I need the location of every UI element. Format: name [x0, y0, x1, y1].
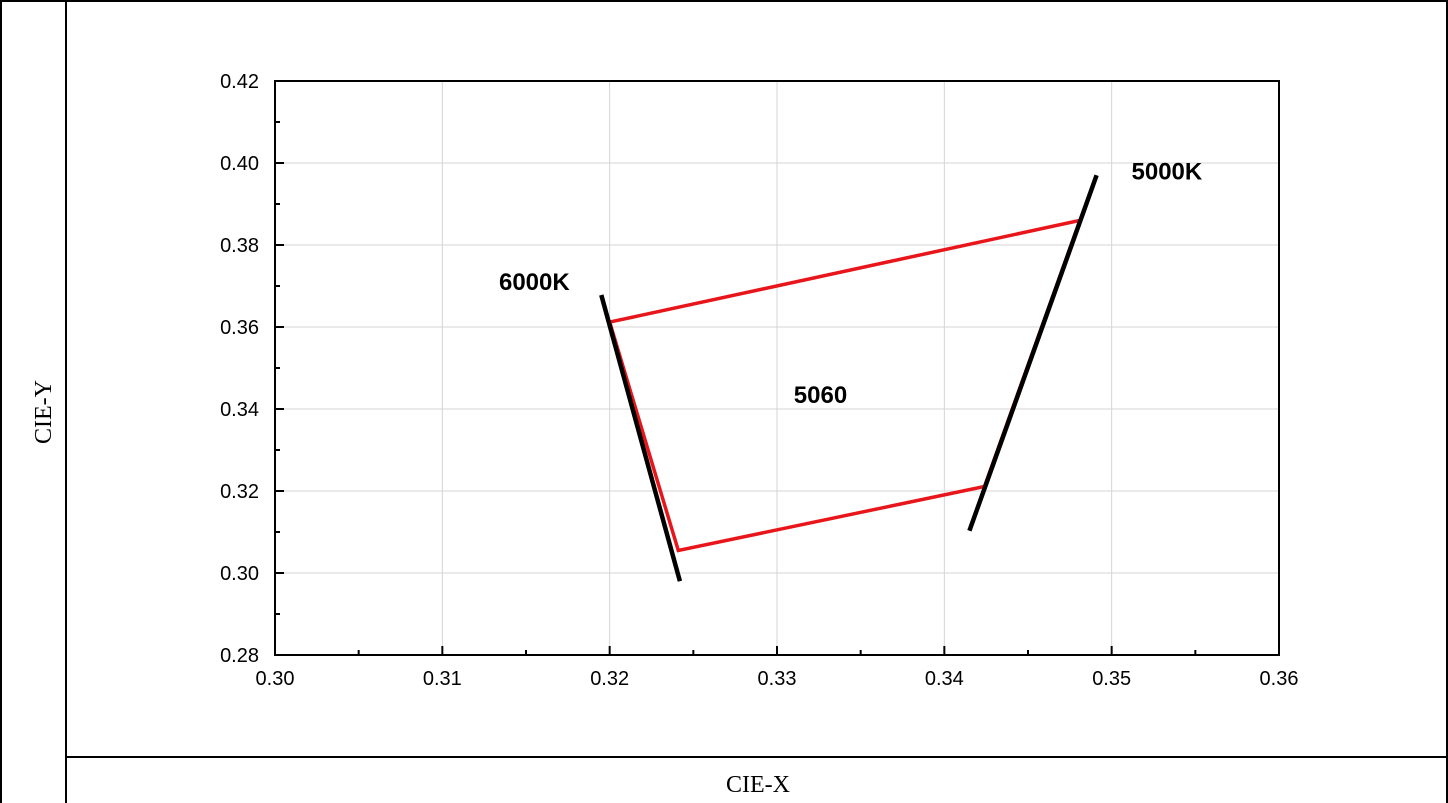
y-tick-label: 0.34 — [220, 399, 259, 421]
y-tick-label: 0.30 — [220, 563, 259, 585]
annotation-label: 5000K — [1132, 158, 1203, 185]
y-tick-label: 0.36 — [220, 317, 259, 339]
annotations: 6000K 5000K 5060 — [499, 158, 1203, 408]
y-tick-label: 0.42 — [220, 71, 259, 93]
x-tick-label: 0.33 — [758, 668, 797, 690]
x-axis-title: CIE-X — [726, 772, 790, 798]
isotherm-line-1 — [599, 294, 683, 582]
tick-labels: 0.30 0.31 0.32 0.33 0.34 0.35 0.360.280.300.32… — [220, 71, 1298, 690]
x-tick-label: 0.36 — [1260, 668, 1299, 690]
y-tick-label: 0.40 — [220, 153, 259, 175]
annotation-label: 6000K — [499, 269, 570, 296]
y-axis-title: CIE-Y — [31, 380, 57, 444]
x-tick-label: 0.31 — [423, 668, 462, 690]
y-tick-label: 0.28 — [220, 645, 259, 667]
x-tick-label: 0.34 — [925, 668, 964, 690]
y-tick-label: 0.32 — [220, 481, 259, 503]
x-tick-label: 0.35 — [1092, 668, 1131, 690]
series-layer — [599, 174, 1099, 582]
y-tick-label: 0.38 — [220, 235, 259, 257]
isotherm-line-2 — [967, 174, 1099, 532]
x-tick-label: 0.32 — [590, 668, 629, 690]
annotation-label: 5060 — [794, 382, 847, 409]
x-tick-label: 0.30 — [256, 668, 295, 690]
axis-ticks — [274, 80, 1280, 656]
grid-lines — [275, 81, 1279, 655]
